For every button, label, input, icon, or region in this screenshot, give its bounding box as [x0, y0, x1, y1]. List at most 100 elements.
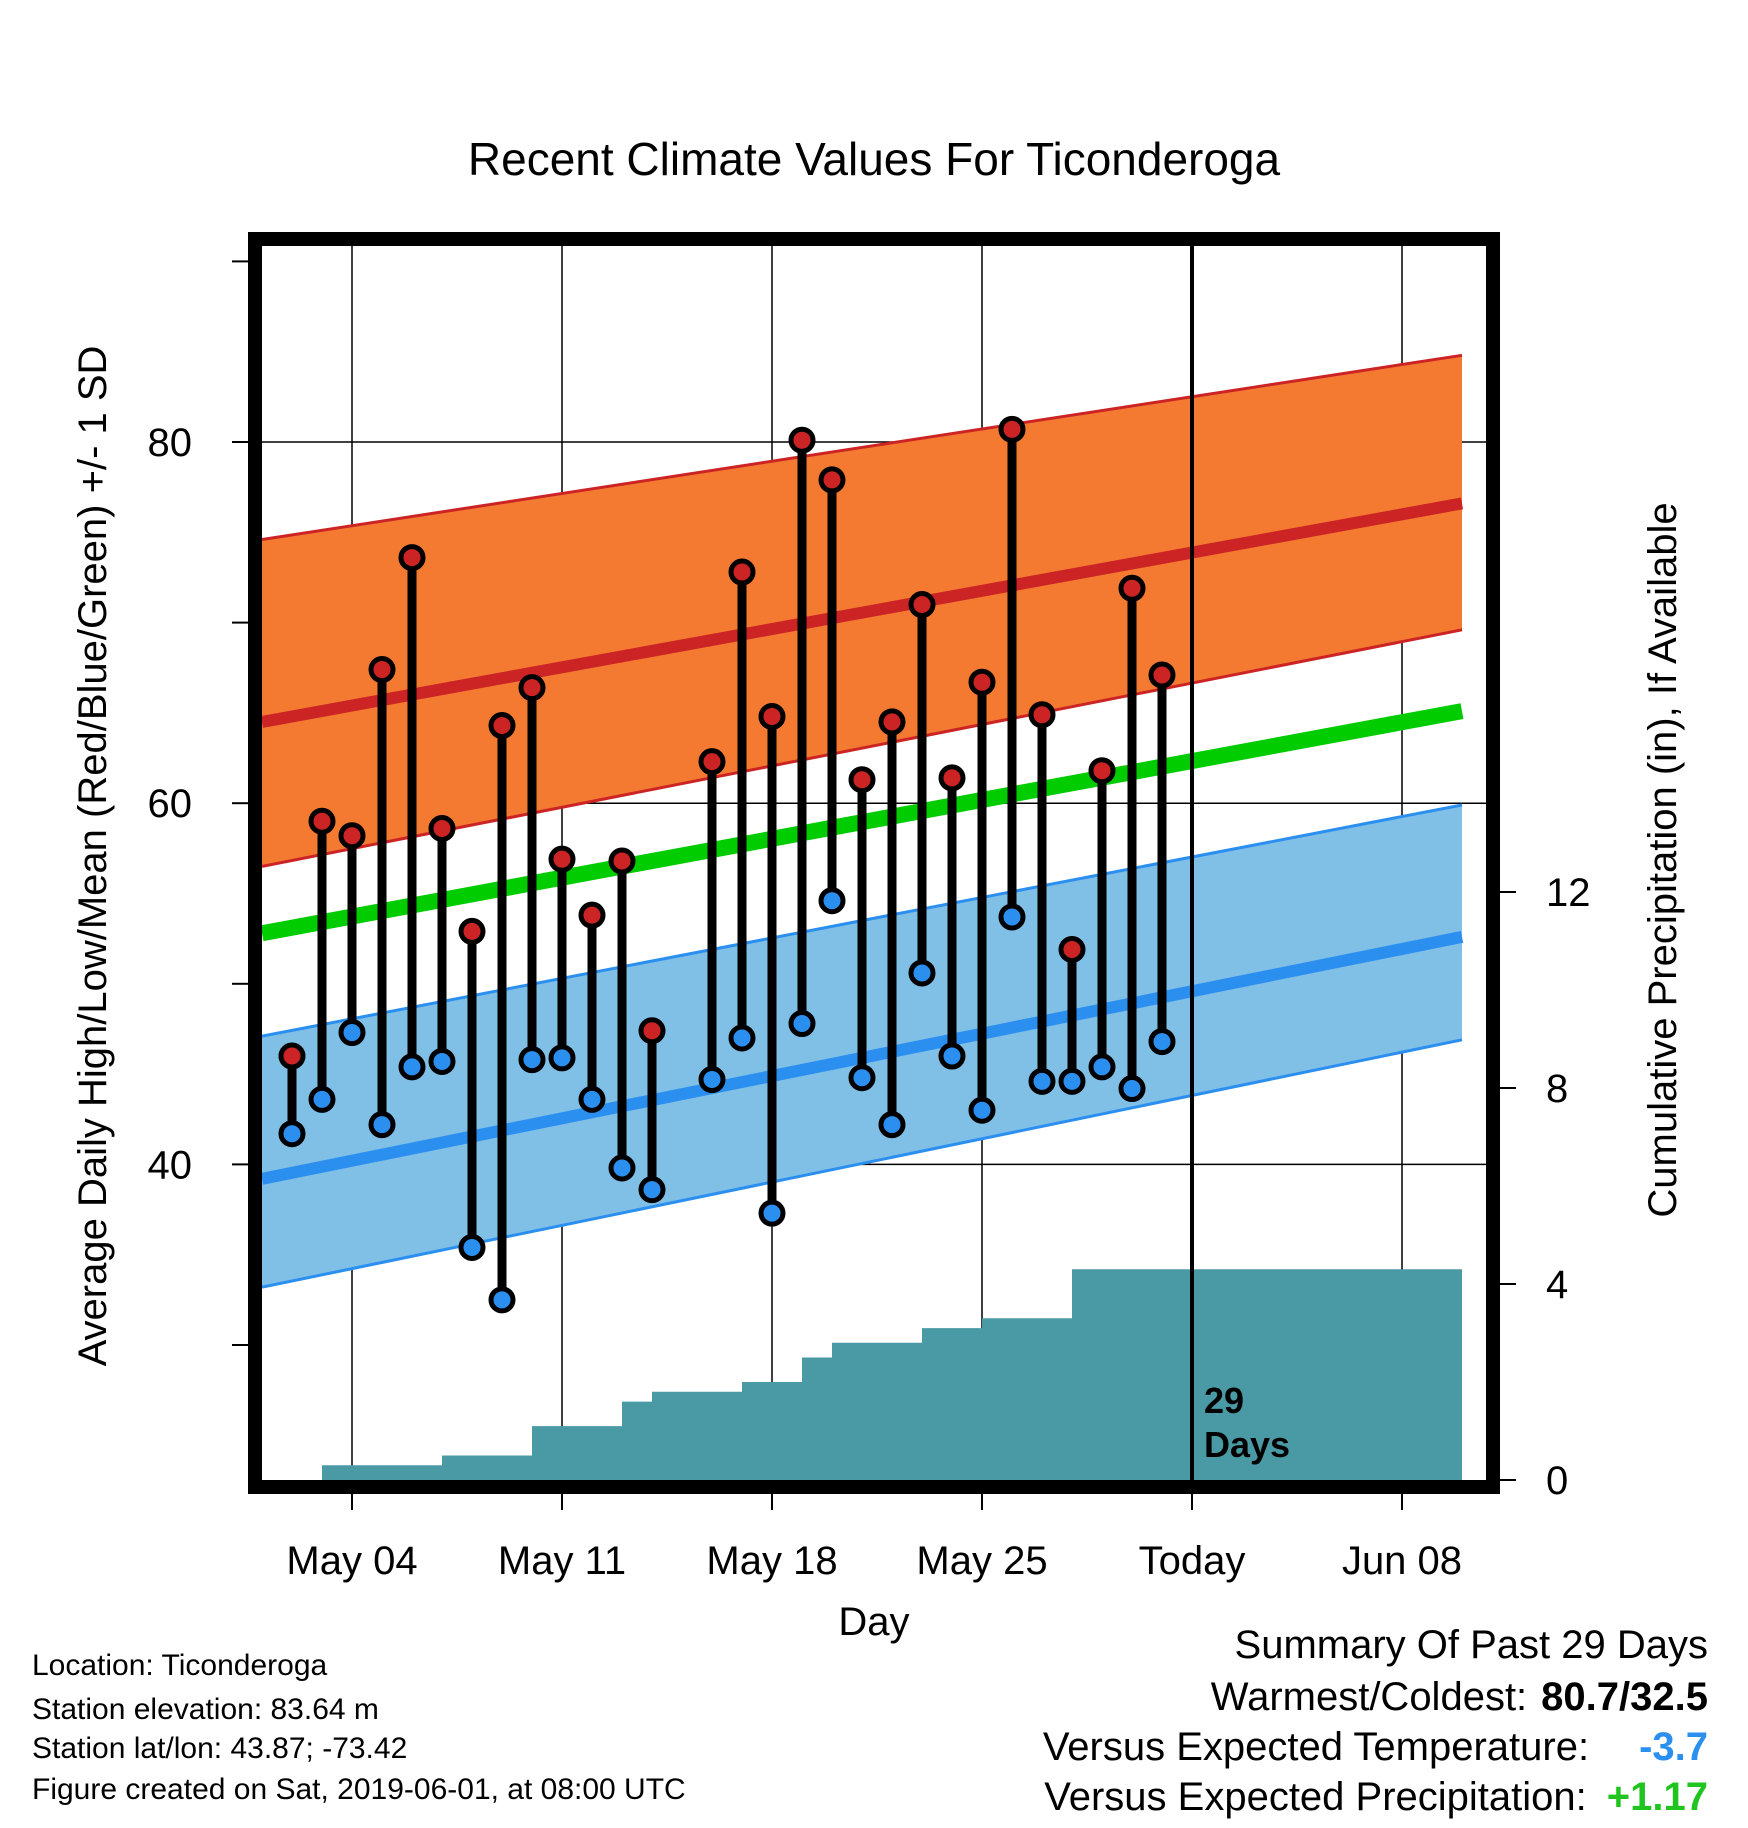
station-latlon: Station lat/lon: 43.87; -73.42 [32, 1732, 408, 1765]
y2-axis-label: Cumulative Precipitation (in), If Availa… [1641, 502, 1685, 1217]
daily-low-point [278, 1120, 306, 1148]
summary-heading: Summary Of Past 29 Days [1234, 1623, 1708, 1667]
daily-low-point [878, 1111, 906, 1139]
daily-low-point [1148, 1028, 1176, 1056]
daily-high-point [398, 544, 426, 572]
daily-high-point [1028, 701, 1056, 729]
daily-high-point [1088, 757, 1116, 785]
plot-border [248, 232, 1500, 1494]
summary-precipitation: Versus Expected Precipitation: +1.17 [1044, 1777, 1708, 1817]
daily-low-point [1058, 1067, 1086, 1095]
daily-high-point [308, 807, 336, 835]
daily-low-point [398, 1053, 426, 1081]
daily-low-point [698, 1066, 726, 1094]
precipitation-area [262, 1269, 1462, 1480]
today-days-text: Days [1204, 1424, 1290, 1465]
daily-high-point [1058, 935, 1086, 963]
daily-high-point [518, 674, 546, 702]
daily-high-point [1118, 574, 1146, 602]
daily-high-point [968, 668, 996, 696]
daily-low-point [578, 1085, 606, 1113]
x-tick-label: May 04 [286, 1539, 417, 1583]
daily-low-point [608, 1154, 636, 1182]
daily-low-point [848, 1064, 876, 1092]
daily-low-point [818, 887, 846, 915]
daily-high-point [368, 656, 396, 684]
temp-label: Versus Expected Temperature: [1042, 1725, 1590, 1769]
daily-high-point [908, 591, 936, 619]
daily-low-point [548, 1044, 576, 1072]
y-axis-label: Average Daily High/Low/Mean (Red/Blue/Gr… [71, 346, 115, 1367]
daily-low-point [458, 1233, 486, 1261]
daily-low-point [998, 903, 1026, 931]
high-sd-band-lower-edge [262, 628, 1463, 868]
y-tick-label: 40 [148, 1143, 193, 1187]
daily-high-point [458, 917, 486, 945]
summary-temperature: Versus Expected Temperature: -3.7 [1043, 1727, 1708, 1767]
normal-high-line [262, 497, 1464, 728]
daily-high-point [1148, 661, 1176, 689]
x-axis-label: Day [838, 1600, 909, 1644]
daily-low-point [938, 1042, 966, 1070]
daily-high-point [548, 845, 576, 873]
daily-high-point [428, 814, 456, 842]
daily-high-point [788, 426, 816, 454]
daily-low-point [308, 1085, 336, 1113]
y2-tick-label: 4 [1546, 1263, 1568, 1307]
station-elevation: Station elevation: 83.64 m [32, 1693, 379, 1726]
warmest-coldest-label: Warmest/Coldest: [1210, 1675, 1528, 1719]
plot-content [262, 246, 1486, 1480]
x-tick-label: May 18 [706, 1539, 837, 1583]
daily-high-point [698, 748, 726, 776]
x-tick-label: May 25 [916, 1539, 1047, 1583]
y-tick-label: 60 [148, 782, 193, 826]
daily-high-point [758, 703, 786, 731]
daily-low-point [908, 959, 936, 987]
daily-high-point [488, 712, 516, 740]
daily-low-point [428, 1047, 456, 1075]
station-location: Location: Ticonderoga [32, 1649, 328, 1682]
daily-low-point [368, 1111, 396, 1139]
daily-low-point [788, 1010, 816, 1038]
warmest-coldest-value: 80.7/32.5 [1541, 1675, 1708, 1719]
daily-high-point [878, 708, 906, 736]
y2-tick-label: 0 [1546, 1459, 1568, 1503]
daily-low-point [1028, 1067, 1056, 1095]
daily-low-point [488, 1286, 516, 1314]
daily-high-point [848, 766, 876, 794]
precip-label: Versus Expected Precipitation: [1044, 1775, 1587, 1819]
daily-low-point [518, 1046, 546, 1074]
high-sd-band-upper-edge [262, 353, 1463, 542]
y2-tick-label: 8 [1546, 1067, 1568, 1111]
y-tick-label: 80 [148, 421, 193, 465]
figure-created: Figure created on Sat, 2019-06-01, at 08… [32, 1773, 686, 1806]
daily-high-point [638, 1017, 666, 1045]
temp-value: -3.7 [1639, 1725, 1708, 1769]
daily-high-point [278, 1042, 306, 1070]
daily-low-point [1118, 1075, 1146, 1103]
daily-high-point [728, 558, 756, 586]
daily-low-point [638, 1176, 666, 1204]
axes: May 04 May 11 May 18 May 25 Today Jun 0840608… [148, 232, 1591, 1583]
daily-low-point [728, 1024, 756, 1052]
daily-high-point [578, 901, 606, 929]
daily-high-point [338, 822, 366, 850]
daily-high-point [938, 764, 966, 792]
x-tick-label: May 11 [498, 1539, 626, 1583]
x-tick-label: Today [1139, 1539, 1246, 1583]
daily-high-point [608, 847, 636, 875]
y2-tick-label: 12 [1546, 871, 1591, 915]
daily-high-point [818, 466, 846, 494]
plot-area [262, 246, 1486, 1480]
daily-low-point [1088, 1053, 1116, 1081]
summary-warmest-coldest: Warmest/Coldest: 80.7/32.5 [1211, 1677, 1708, 1717]
precip-value: +1.17 [1606, 1775, 1708, 1819]
x-tick-label: Jun 08 [1342, 1539, 1462, 1583]
daily-low-point [338, 1019, 366, 1047]
today-days-number: 29 [1204, 1380, 1244, 1421]
daily-high-point [998, 415, 1026, 443]
daily-low-point [968, 1096, 996, 1124]
chart-title: Recent Climate Values For Ticonderoga [468, 133, 1281, 185]
daily-low-point [758, 1199, 786, 1227]
